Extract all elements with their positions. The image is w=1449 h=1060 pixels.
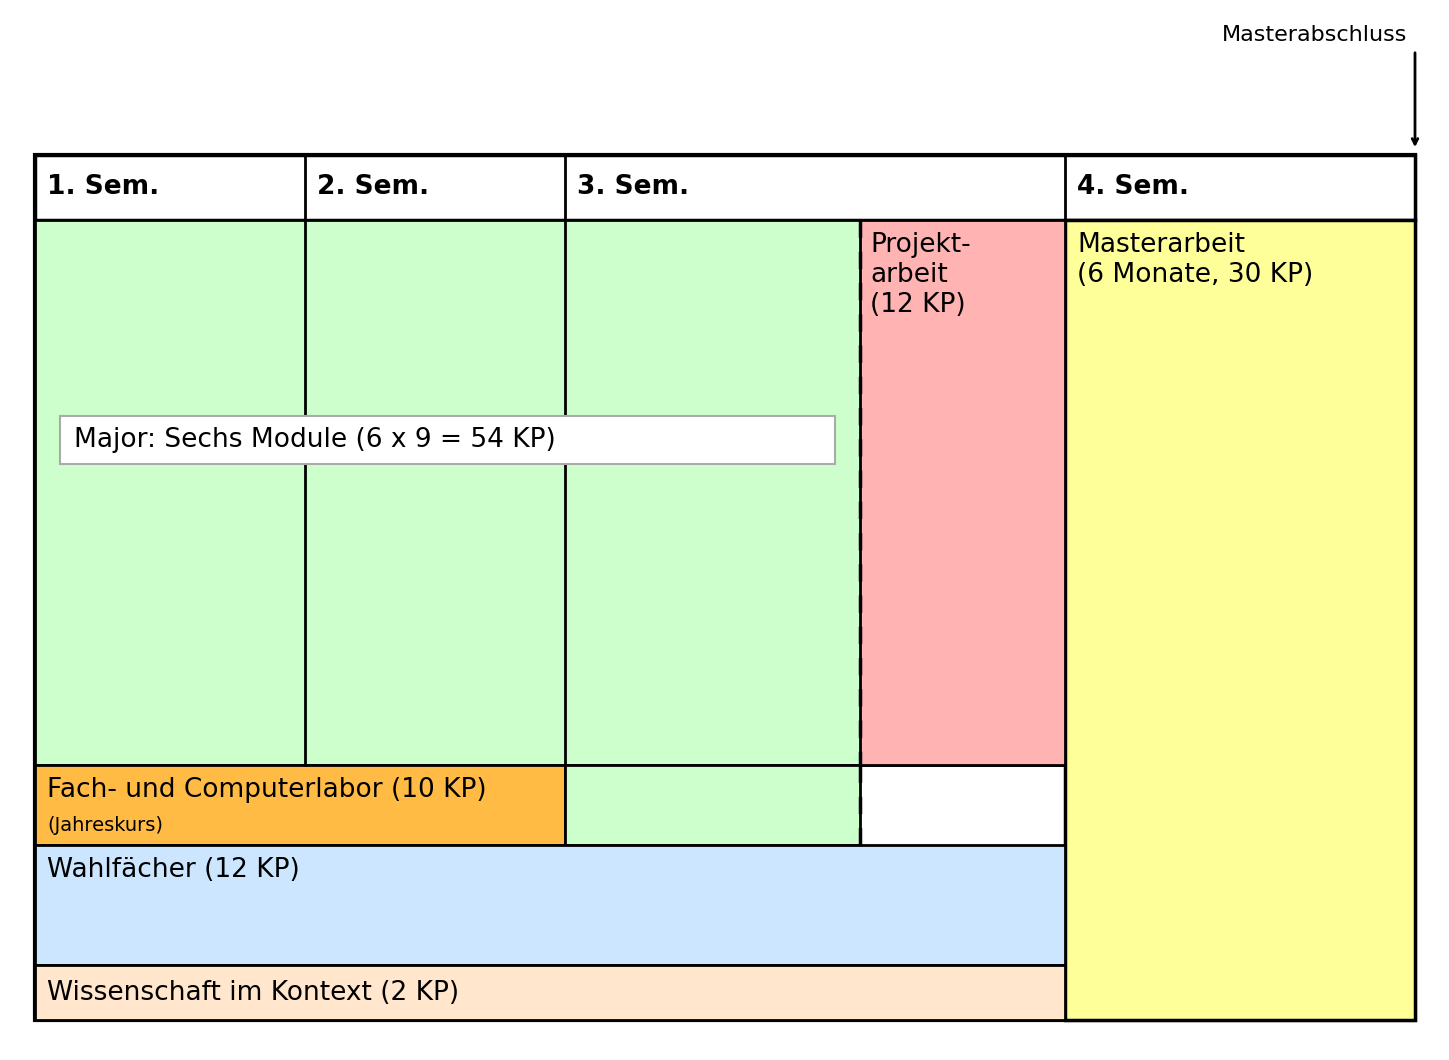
Text: Wahlfächer (12 KP): Wahlfächer (12 KP) xyxy=(46,856,300,883)
Bar xyxy=(1065,220,1416,1020)
Bar xyxy=(35,155,1416,220)
Text: Masterabschluss: Masterabschluss xyxy=(1222,25,1407,45)
Text: 1. Sem.: 1. Sem. xyxy=(46,175,159,200)
Text: Fach- und Computerlabor (10 KP): Fach- und Computerlabor (10 KP) xyxy=(46,777,487,803)
Bar xyxy=(35,845,1065,965)
Text: (Jahreskurs): (Jahreskurs) xyxy=(46,816,162,835)
Bar xyxy=(861,220,1065,765)
Text: Major: Sechs Module (6 x 9 = 54 KP): Major: Sechs Module (6 x 9 = 54 KP) xyxy=(74,427,556,454)
Text: Masterarbeit
(6 Monate, 30 KP): Masterarbeit (6 Monate, 30 KP) xyxy=(1077,232,1313,288)
Text: 4. Sem.: 4. Sem. xyxy=(1077,175,1190,200)
Bar xyxy=(565,765,861,845)
Bar xyxy=(35,765,565,845)
Bar xyxy=(35,220,1065,765)
Text: Wissenschaft im Kontext (2 KP): Wissenschaft im Kontext (2 KP) xyxy=(46,979,459,1006)
Text: Projekt-
arbeit
(12 KP): Projekt- arbeit (12 KP) xyxy=(869,232,971,318)
Text: 3. Sem.: 3. Sem. xyxy=(577,175,690,200)
Bar xyxy=(35,155,1416,1020)
Bar xyxy=(59,417,835,464)
Bar xyxy=(35,965,1065,1020)
Text: 2. Sem.: 2. Sem. xyxy=(317,175,429,200)
